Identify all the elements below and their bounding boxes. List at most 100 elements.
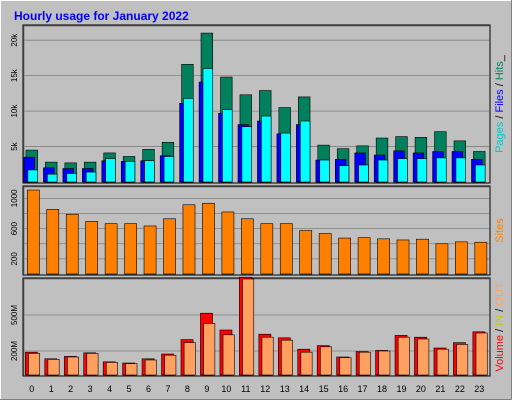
y-tick-label: 200 <box>10 252 19 266</box>
out-bar <box>456 344 469 376</box>
sites-bar <box>357 237 371 275</box>
y-tick-label: 20k <box>10 33 19 47</box>
pages-bar <box>338 165 350 183</box>
out-bar <box>417 338 430 376</box>
out-bar <box>397 336 410 376</box>
x-tick-label: 18 <box>377 384 387 394</box>
sites-bar <box>396 239 410 275</box>
x-tick-label: 12 <box>260 384 270 394</box>
out-bar <box>300 351 313 376</box>
x-tick-label: 15 <box>319 384 329 394</box>
out-bar <box>436 348 449 376</box>
x-tick-label: 23 <box>474 384 484 394</box>
pages-bar <box>183 98 194 183</box>
sites-bar <box>143 225 157 275</box>
pages-bar <box>377 159 389 183</box>
out-bar <box>320 346 332 376</box>
panel-sites-frame <box>22 185 491 276</box>
x-tick-label: 2 <box>68 384 73 394</box>
pages-bar <box>299 120 311 183</box>
y-tick-label: 1000 <box>10 189 19 207</box>
x-tick-label: 21 <box>435 384 445 394</box>
panel-volume-legend: Volume / IN / OUT <box>494 282 506 372</box>
sites-bar <box>26 189 40 275</box>
sites-bar <box>260 223 274 275</box>
legend-entry: Hits <box>494 61 506 80</box>
legend-entry: / <box>494 80 506 89</box>
pages-bar <box>27 169 38 183</box>
sites-bar <box>85 221 99 275</box>
legend-entry: Files <box>494 89 506 113</box>
x-tick-label: 5 <box>127 384 132 394</box>
out-bar <box>242 278 255 376</box>
sites-bar <box>124 223 137 275</box>
chart-title: Hourly usage for January 2022 <box>14 9 189 23</box>
sites-bar <box>241 218 254 275</box>
x-tick-label: 17 <box>358 384 368 394</box>
pages-bar <box>241 126 252 183</box>
sites-bar <box>221 211 235 275</box>
pages-bar <box>124 161 136 183</box>
sites-bar <box>455 241 468 275</box>
x-tick-label: 8 <box>185 384 190 394</box>
x-tick-label: 4 <box>107 384 112 394</box>
x-tick-label: 6 <box>146 384 151 394</box>
pages-bar <box>85 171 97 183</box>
out-bar <box>261 336 274 376</box>
panel-sites: 200 600 1000 Sites <box>10 185 506 276</box>
sites-bar <box>182 204 196 275</box>
y-tick-label: 15k <box>10 68 19 82</box>
pages-bar <box>202 68 214 183</box>
pages-bar <box>66 173 77 183</box>
x-tick-label: 14 <box>299 384 309 394</box>
out-bar <box>47 359 60 376</box>
x-tick-label: 10 <box>221 384 231 394</box>
sites-bar <box>299 230 313 275</box>
out-bar <box>378 350 391 376</box>
x-tick-label: 13 <box>280 384 290 394</box>
legend-entry: OUT <box>494 282 506 306</box>
y-tick-label: 500M <box>10 305 19 325</box>
sites-bar <box>65 213 79 275</box>
panel-volume: 200M 500M Volume / IN / OUT <box>10 277 506 377</box>
legend-entry: IN <box>494 315 506 326</box>
out-bar <box>86 353 99 376</box>
x-tick-label: 1 <box>49 384 54 394</box>
pages-bar <box>436 157 447 183</box>
out-bar <box>28 353 41 376</box>
legend-entry: Volume <box>494 335 506 372</box>
sites-bar <box>279 223 293 275</box>
x-tick-label: 19 <box>396 384 406 394</box>
out-bar <box>183 342 196 376</box>
legend-entry: Sites <box>494 218 506 243</box>
legend-entry: / <box>494 113 506 122</box>
sites-bar <box>46 209 60 275</box>
y-tick-label: 600 <box>10 221 19 235</box>
sites-bar <box>474 241 488 275</box>
out-bar <box>67 356 79 376</box>
legend-entry: / <box>494 306 506 315</box>
panel-hits-files-pages-legend: Pages / Files / Hits_ <box>494 54 506 153</box>
x-tick-label: 3 <box>88 384 93 394</box>
x-tick-label: 20 <box>416 384 426 394</box>
x-tick-label: 7 <box>165 384 170 394</box>
sites-bar <box>435 243 449 275</box>
pages-bar <box>261 115 272 183</box>
x-tick-label: 22 <box>455 384 465 394</box>
pages-bar <box>397 158 408 183</box>
legend-entry: Pages <box>494 121 506 153</box>
panel-hits-files-pages-frame <box>22 24 491 184</box>
panel-hits-files-pages: 5k 10k 15k 20k Pages / Files / Hits_ <box>10 24 506 184</box>
sites-bar <box>416 238 429 275</box>
pages-bar <box>280 132 291 183</box>
out-bar <box>281 339 293 376</box>
out-bar <box>144 359 157 376</box>
out-bar <box>475 332 488 376</box>
x-tick-label: 16 <box>338 384 348 394</box>
y-tick-label: 10k <box>10 104 19 118</box>
out-bar <box>339 357 352 376</box>
pages-bar <box>144 160 155 183</box>
